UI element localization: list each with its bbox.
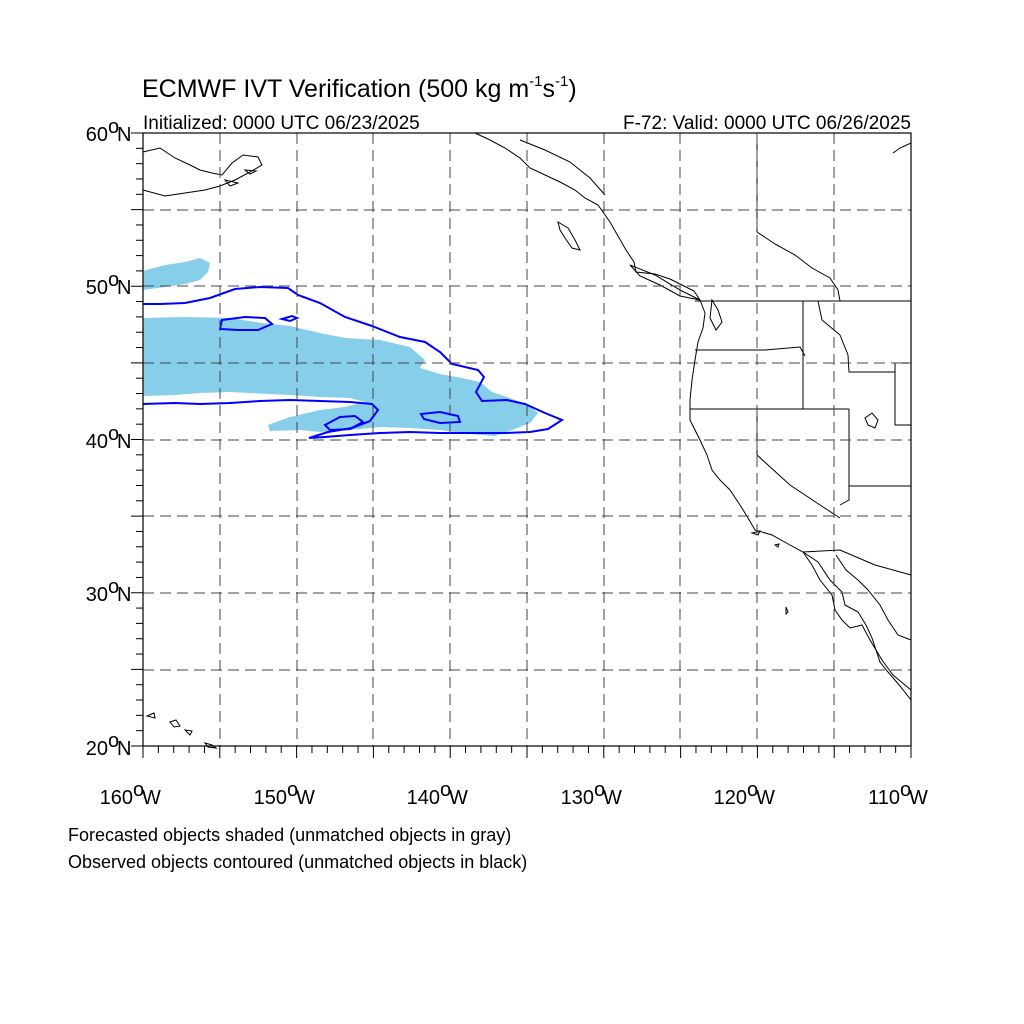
lon-label-110-suffix: W xyxy=(909,787,928,809)
lat-label-50: 50 xyxy=(86,277,108,299)
lon-label-150: 150 xyxy=(254,787,287,809)
lat-label-20-suffix: N xyxy=(117,738,131,760)
baja-coastline xyxy=(802,551,912,691)
state-border-id-mt xyxy=(817,300,895,373)
observed-objects xyxy=(142,285,565,439)
forecast-note: Forecasted objects shaded (unmatched obj… xyxy=(68,825,512,845)
lat-label-40: 40 xyxy=(86,431,108,453)
lat-label-60: 60 xyxy=(86,124,108,146)
lon-label-150-unit: o xyxy=(287,779,298,801)
lat-label-30-suffix: N xyxy=(117,584,131,606)
lon-label-110-unit: o xyxy=(900,779,911,801)
coastlines xyxy=(142,132,912,749)
observed-object-main xyxy=(142,285,565,439)
state-border-ut-co xyxy=(894,362,911,426)
lon-label-160: 160 xyxy=(100,787,133,809)
state-border-or-wa xyxy=(695,346,806,357)
forecast-object-main xyxy=(143,317,538,436)
kodiak-islands xyxy=(223,169,258,187)
puget-sound xyxy=(709,298,723,331)
lon-label-130-unit: o xyxy=(594,779,605,801)
lon-label-120: 120 xyxy=(714,787,747,809)
lon-label-140: 140 xyxy=(407,787,440,809)
lat-label-20: 20 xyxy=(86,738,108,760)
lat-label-30: 30 xyxy=(86,584,108,606)
vancouver-island xyxy=(629,264,701,301)
axis-ticks xyxy=(131,132,912,758)
lon-label-140-unit: o xyxy=(440,779,451,801)
lon-label-160-suffix: W xyxy=(142,787,161,809)
alaska-peninsula xyxy=(142,147,263,197)
lat-label-30-unit: o xyxy=(108,576,119,598)
initialized-subtitle: Initialized: 0000 UTC 06/23/2025 xyxy=(143,113,420,134)
observed-note: Observed objects contoured (unmatched ob… xyxy=(68,852,528,872)
lon-label-150-suffix: W xyxy=(296,787,315,809)
alaska-canada-border xyxy=(519,139,606,196)
state-border-ca-nv xyxy=(756,409,841,519)
haida-gwaii xyxy=(557,220,581,251)
map-frame xyxy=(142,132,912,747)
great-salt-lake xyxy=(864,412,879,429)
longitude-labels: 160 o W 150 o W 140 o W 130 o W 120 o W … xyxy=(100,779,928,809)
lon-label-120-unit: o xyxy=(747,779,758,801)
forecast-object-north xyxy=(143,258,210,290)
hawaii-islands xyxy=(145,712,218,749)
lon-label-110: 110 xyxy=(868,787,900,809)
lon-label-130-suffix: W xyxy=(603,787,622,809)
lon-label-130: 130 xyxy=(561,787,594,809)
valid-subtitle: F-72: Valid: 0000 UTC 06/26/2025 xyxy=(623,113,911,134)
observed-object-small-2 xyxy=(278,314,300,323)
lon-label-160-unit: o xyxy=(133,779,144,801)
lat-label-60-suffix: N xyxy=(117,124,131,146)
lat-label-40-suffix: N xyxy=(117,431,131,453)
north-america-coastline xyxy=(474,132,912,701)
latitude-labels: 60 o N 50 o N 40 o N 30 o N 20 o N xyxy=(86,116,132,760)
lat-label-50-suffix: N xyxy=(117,277,131,299)
ne-coast xyxy=(892,142,912,154)
lat-label-40-unit: o xyxy=(108,423,119,445)
grid-lines xyxy=(143,133,911,746)
channel-islands xyxy=(750,530,780,548)
state-border-nv-ut xyxy=(839,409,850,506)
observed-object-small-3 xyxy=(323,414,365,432)
lon-label-140-suffix: W xyxy=(449,787,468,809)
lat-label-50-unit: o xyxy=(108,269,119,291)
guadalupe-island xyxy=(785,606,789,616)
observed-object-small-1 xyxy=(218,315,274,331)
mainland-mexico-coast xyxy=(835,554,912,641)
observed-object-small-4 xyxy=(419,410,462,425)
lat-label-60-unit: o xyxy=(108,116,119,138)
bc-alberta-border xyxy=(756,231,841,302)
map-title: ECMWF IVT Verification (500 kg m-1s-1) xyxy=(142,73,577,103)
lat-label-20-unit: o xyxy=(108,730,119,752)
forecast-objects xyxy=(143,258,538,436)
us-mexico-border xyxy=(802,549,912,576)
lon-label-120-suffix: W xyxy=(756,787,775,809)
